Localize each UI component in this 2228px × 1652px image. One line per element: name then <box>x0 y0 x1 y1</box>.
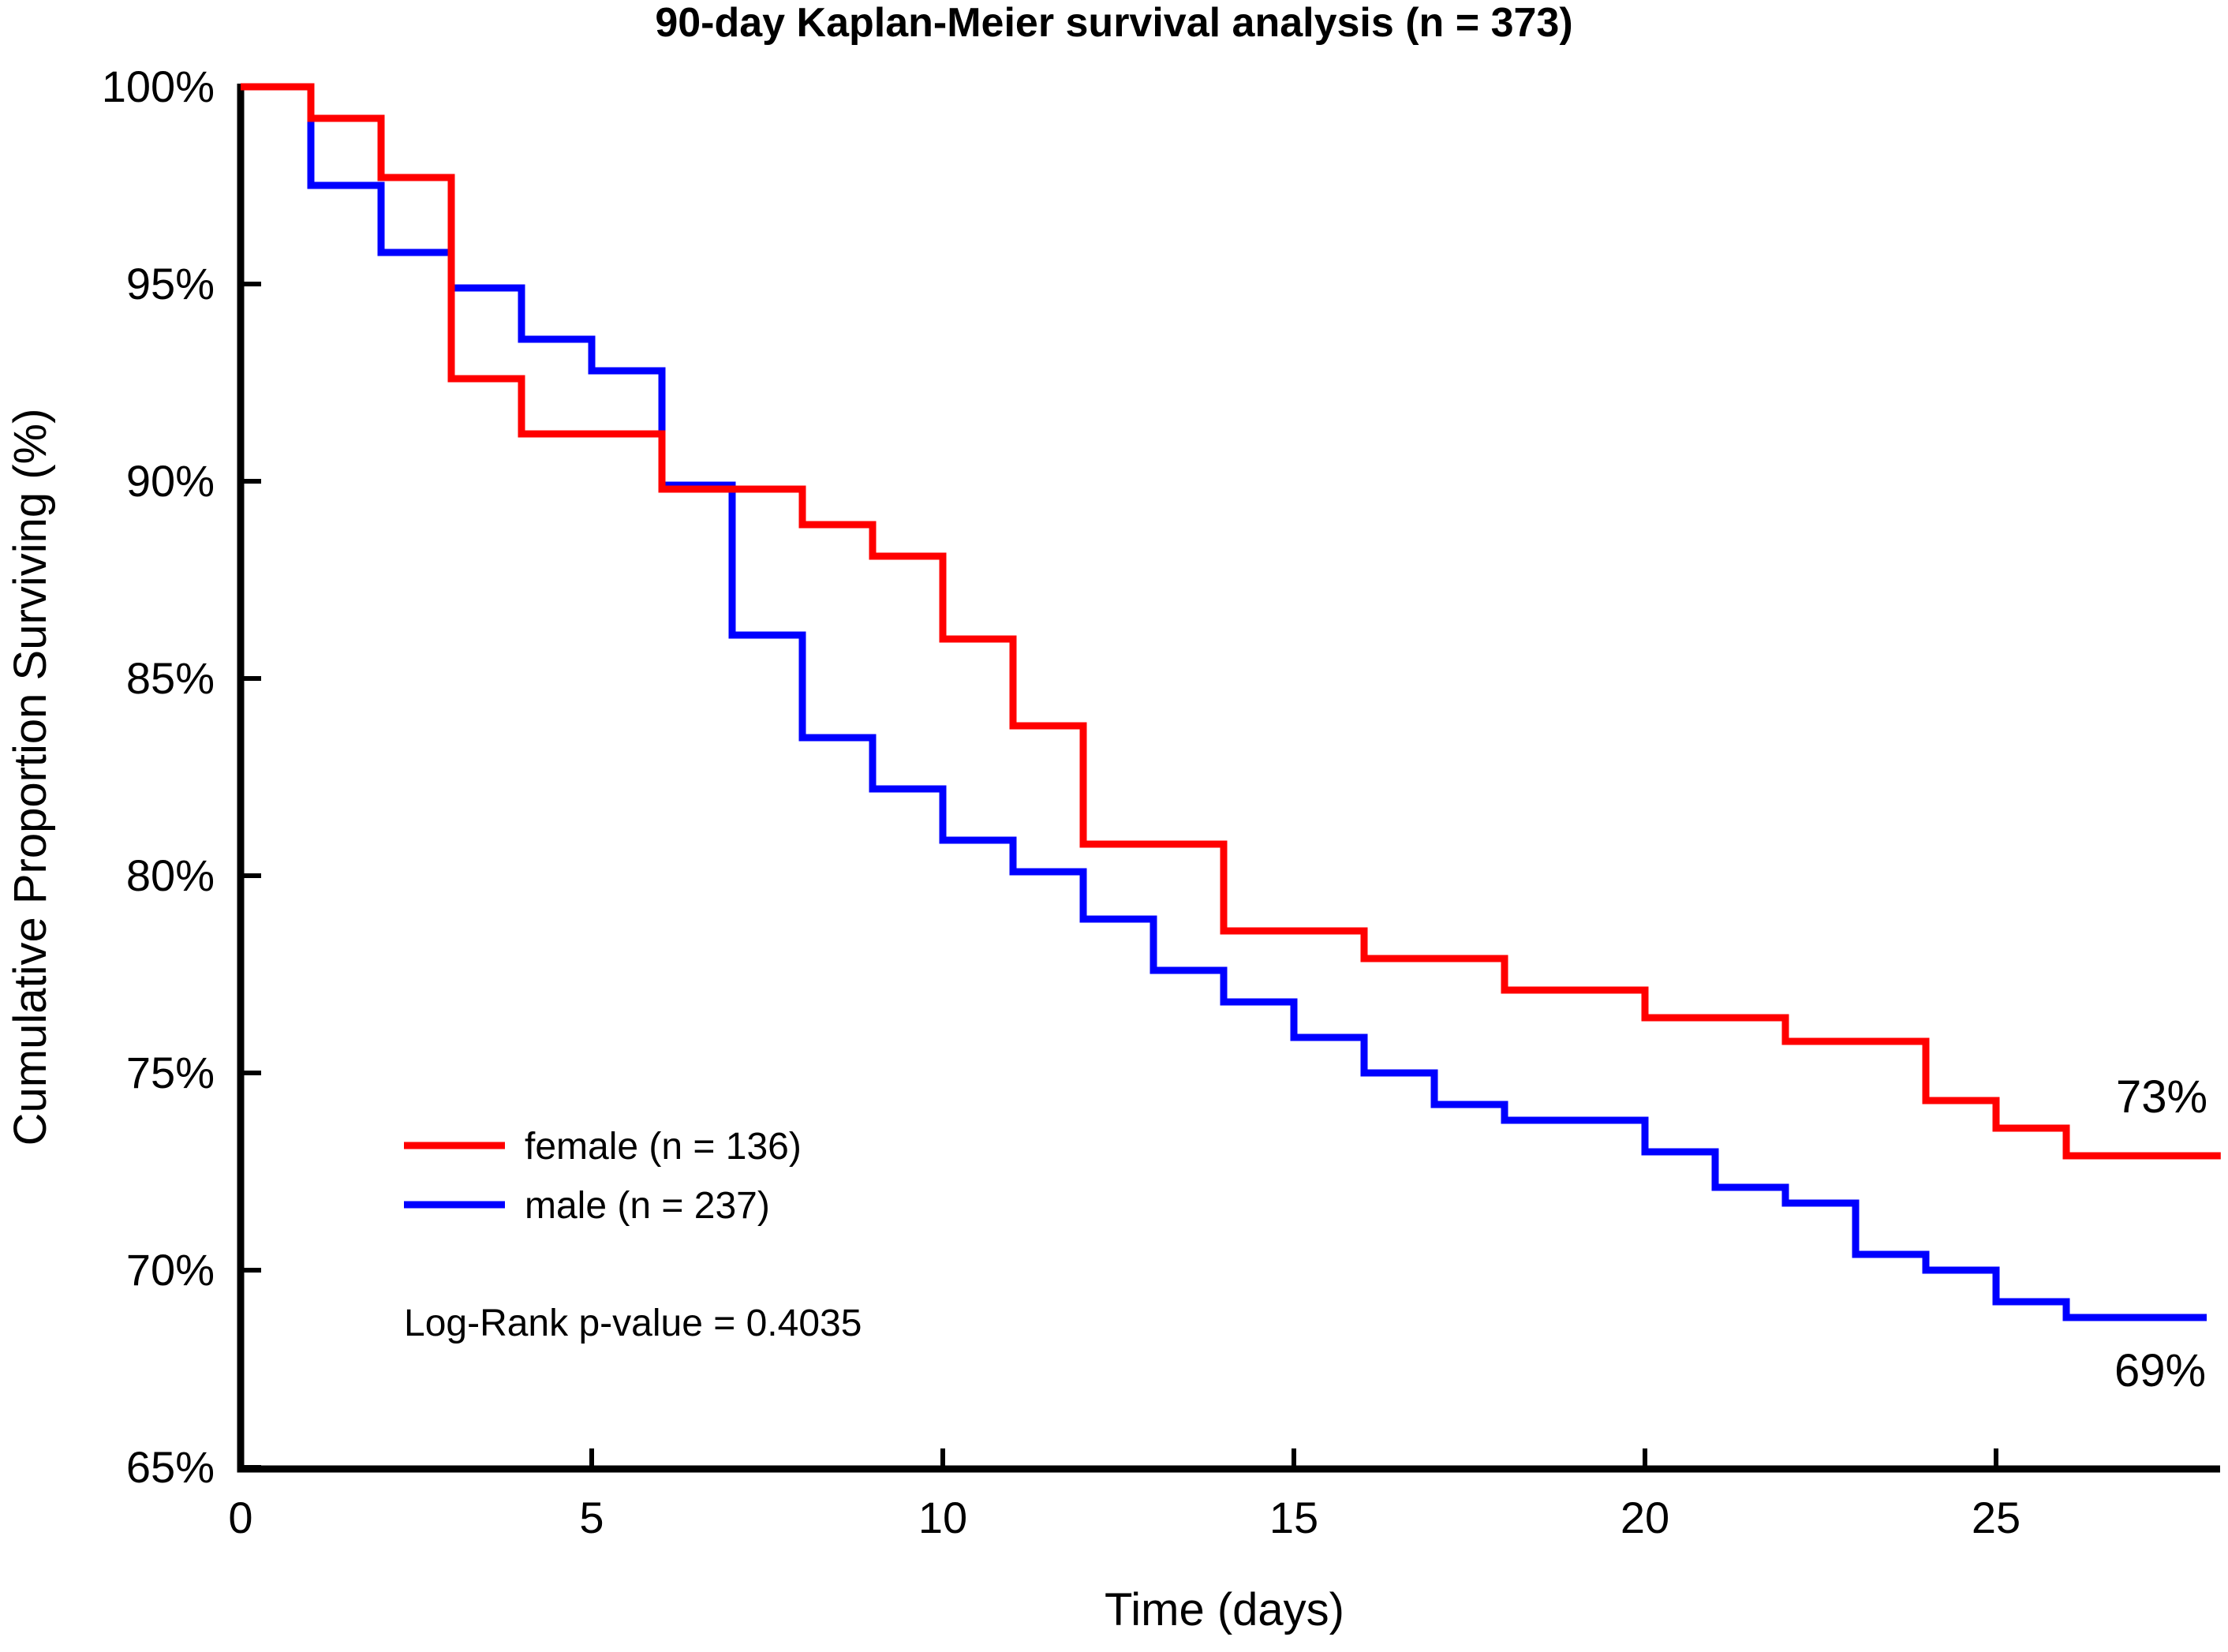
female-end-label: 73% <box>2116 1071 2207 1123</box>
x-tick-label: 20 <box>1621 1493 1669 1542</box>
x-axis-label: Time (days) <box>1105 1584 1344 1635</box>
axes-group: 100% 95% 90% 85% 80% 75% 70% 65% 0 5 10 15 20 25 <box>102 62 2220 1542</box>
log-rank-pvalue-note: Log-Rank p-value = 0.4035 <box>404 1303 862 1344</box>
y-tick-label: 65% <box>126 1442 215 1492</box>
y-tick-label: 70% <box>126 1245 215 1295</box>
legend: female (n = 136) male (n = 237) <box>404 1126 802 1227</box>
legend-label-male: male (n = 237) <box>525 1185 770 1227</box>
y-tick-label: 75% <box>126 1048 215 1097</box>
y-axis-label: Cumulative Proportion Surviving (%) <box>5 409 56 1146</box>
x-tick-label: 10 <box>918 1493 967 1542</box>
curves-group <box>241 83 2221 1321</box>
male-end-label: 69% <box>2114 1345 2206 1396</box>
curve-male <box>241 83 2207 1321</box>
x-tick-label: 25 <box>1972 1493 2021 1542</box>
x-tick-label: 5 <box>579 1493 604 1542</box>
chart-title: 90-day Kaplan-Meier survival analysis (n… <box>655 0 1572 46</box>
x-tick-label: 15 <box>1269 1493 1318 1542</box>
y-tick-label: 80% <box>126 850 215 900</box>
x-tick-label: 0 <box>228 1493 252 1542</box>
y-tick-label: 90% <box>126 456 215 506</box>
y-tick-label: 85% <box>126 653 215 703</box>
legend-label-female: female (n = 136) <box>525 1126 802 1168</box>
curve-female <box>241 83 2221 1160</box>
y-tick-label: 100% <box>102 62 215 111</box>
y-tick-label: 95% <box>126 259 215 308</box>
